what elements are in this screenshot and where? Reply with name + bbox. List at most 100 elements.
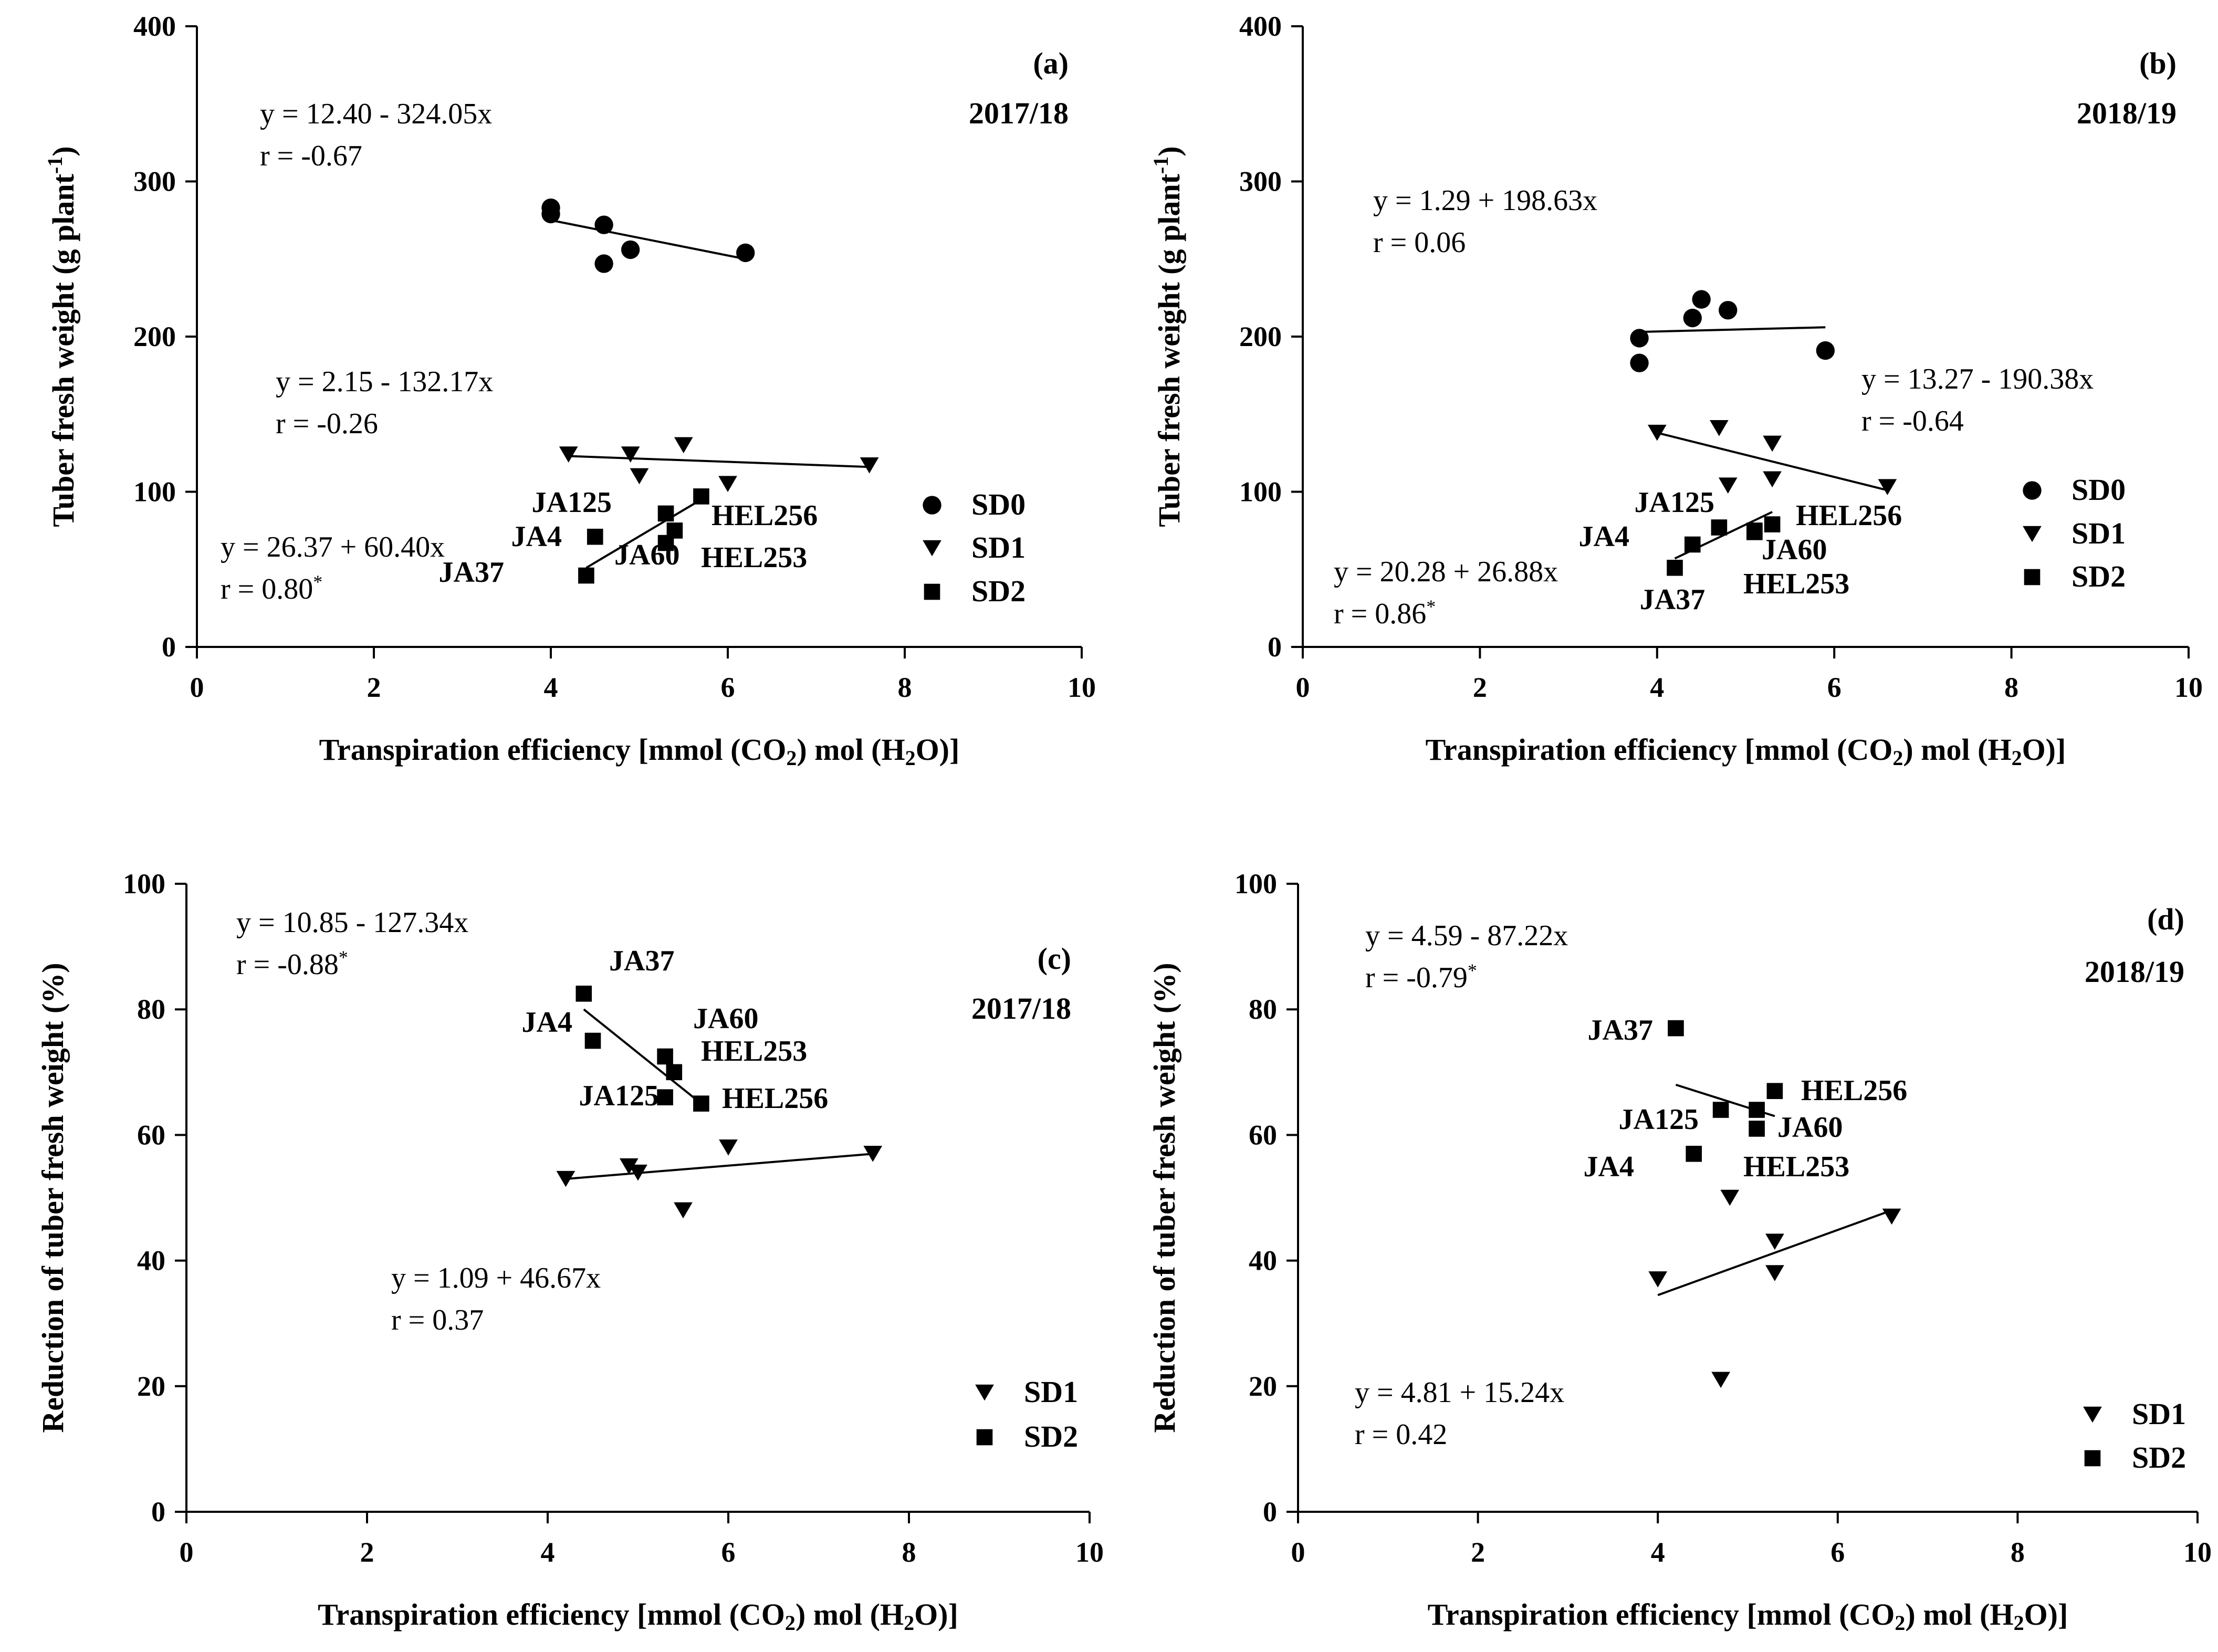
legend-marker-sd0 [2023, 481, 2041, 499]
data-point-sd0 [1630, 354, 1648, 372]
figure: 0 2 4 6 8 100 100 200 300 400 Transpiration effici… [0, 0, 2218, 1652]
data-point-sd2 [693, 488, 709, 505]
x-axis-title: Transpiration efficiency [mmol (CO2) mol… [318, 1597, 958, 1635]
point-label: HEL256 [1796, 499, 1902, 532]
figure-background [0, 0, 2218, 1652]
correlation-coefficient: r = 0.86* [1334, 596, 1436, 630]
data-point-sd2 [1711, 519, 1728, 536]
x-tick-label: 8 [902, 1536, 916, 1568]
data-point-sd0 [736, 244, 755, 262]
data-point-sd2 [1685, 537, 1701, 553]
regression-equation: y = 26.37 + 60.40x [221, 531, 445, 563]
legend-label: SD0 [2071, 473, 2126, 507]
y-tick-label: 400 [133, 11, 176, 42]
point-label: JA60 [1762, 534, 1827, 566]
season-label: 2017/18 [969, 96, 1069, 130]
x-tick-label: 8 [2004, 672, 2018, 703]
point-label: HEL253 [1743, 1151, 1849, 1183]
legend-label: SD2 [2071, 559, 2126, 593]
panel-tag: (d) [2147, 902, 2184, 936]
data-point-sd2 [576, 986, 592, 1002]
y-tick-label: 100 [1239, 476, 1282, 508]
x-tick-label: 4 [544, 672, 558, 703]
point-label: JA4 [522, 1006, 572, 1039]
correlation-coefficient: r = 0.80* [221, 571, 322, 605]
x-tick-label: 2 [360, 1536, 374, 1568]
legend-label: SD0 [971, 487, 1026, 521]
point-label: JA60 [614, 539, 679, 571]
correlation-coefficient: r = 0.37 [391, 1304, 484, 1336]
x-tick-label: 6 [1830, 1536, 1845, 1568]
y-tick-label: 100 [1234, 868, 1277, 900]
point-label: HEL256 [712, 499, 818, 532]
data-point-sd2 [1767, 1083, 1783, 1099]
x-tick-label: 8 [2011, 1536, 2025, 1568]
legend-marker-sd2 [2024, 569, 2041, 585]
point-label: JA60 [693, 1002, 758, 1035]
x-tick-label: 2 [1471, 1536, 1485, 1568]
regression-equation: y = 4.81 + 15.24x [1355, 1376, 1564, 1409]
point-label: JA37 [1640, 583, 1705, 616]
x-axis-title: Transpiration efficiency [mmol (CO2) mol… [1428, 1597, 2068, 1635]
y-axis-title: Reduction of tuber fresh weight (%) [36, 963, 70, 1433]
data-point-sd2 [1749, 1121, 1765, 1137]
correlation-coefficient: r = -0.67 [260, 140, 362, 172]
y-tick-label: 20 [137, 1371, 165, 1402]
point-label: HEL253 [1743, 568, 1849, 600]
correlation-coefficient: r = 0.06 [1373, 226, 1466, 259]
x-tick-label: 8 [898, 672, 912, 703]
correlation-coefficient: r = -0.79* [1365, 960, 1477, 994]
point-label: JA125 [579, 1080, 659, 1112]
y-tick-label: 300 [1239, 166, 1282, 197]
regression-equation: y = 1.09 + 46.67x [391, 1262, 601, 1294]
point-label: JA125 [1635, 486, 1714, 519]
point-label: JA125 [532, 486, 612, 519]
legend-label: SD1 [1024, 1375, 1078, 1409]
y-tick-label: 80 [1249, 994, 1277, 1025]
y-axis-title: Tuber fresh weight (g plant-1) [43, 146, 81, 527]
data-point-sd2 [693, 1095, 709, 1112]
point-label: HEL253 [701, 1035, 807, 1068]
y-tick-label: 80 [137, 994, 165, 1025]
data-point-sd0 [1630, 329, 1648, 347]
data-point-sd2 [1668, 1020, 1684, 1037]
y-tick-label: 100 [133, 476, 176, 508]
correlation-coefficient: r = -0.26 [276, 407, 378, 440]
y-axis-title: Tuber fresh weight (g plant-1) [1149, 146, 1187, 527]
y-tick-label: 100 [123, 868, 165, 900]
x-tick-label: 6 [1827, 672, 1842, 703]
y-tick-label: 200 [1239, 321, 1282, 352]
legend-label: SD1 [2071, 516, 2126, 550]
data-point-sd0 [1816, 341, 1835, 360]
y-tick-label: 0 [151, 1496, 165, 1528]
data-point-sd2 [587, 529, 603, 545]
x-tick-label: 4 [1651, 1536, 1665, 1568]
regression-equation: y = 13.27 - 190.38x [1861, 363, 2094, 395]
panel-tag: (b) [2139, 46, 2177, 80]
point-label: JA60 [1777, 1111, 1843, 1144]
data-point-sd2 [657, 1089, 673, 1105]
data-point-sd0 [541, 205, 560, 223]
legend-label: SD2 [1024, 1419, 1078, 1454]
point-label: JA4 [511, 520, 562, 553]
y-tick-label: 40 [1249, 1245, 1277, 1277]
regression-equation: y = 2.15 - 132.17x [276, 365, 493, 398]
y-tick-label: 40 [137, 1245, 165, 1277]
panel-tag: (a) [1033, 46, 1069, 80]
legend-label: SD2 [2132, 1440, 2186, 1475]
x-tick-label: 6 [721, 1536, 736, 1568]
y-tick-label: 300 [133, 166, 176, 197]
regression-equation: y = 12.40 - 324.05x [260, 98, 492, 130]
correlation-coefficient: r = -0.88* [236, 947, 348, 981]
legend-label: SD1 [971, 530, 1026, 564]
point-label: JA37 [439, 556, 504, 589]
data-point-sd0 [594, 216, 613, 234]
season-label: 2018/19 [2085, 955, 2184, 989]
regression-equation: y = 10.85 - 127.34x [236, 906, 468, 939]
point-label: JA37 [609, 945, 674, 977]
x-tick-label: 4 [541, 1536, 555, 1568]
x-tick-label: 2 [1473, 672, 1487, 703]
season-label: 2018/19 [2077, 96, 2177, 130]
data-point-sd0 [1683, 309, 1702, 327]
y-tick-label: 60 [137, 1119, 165, 1151]
